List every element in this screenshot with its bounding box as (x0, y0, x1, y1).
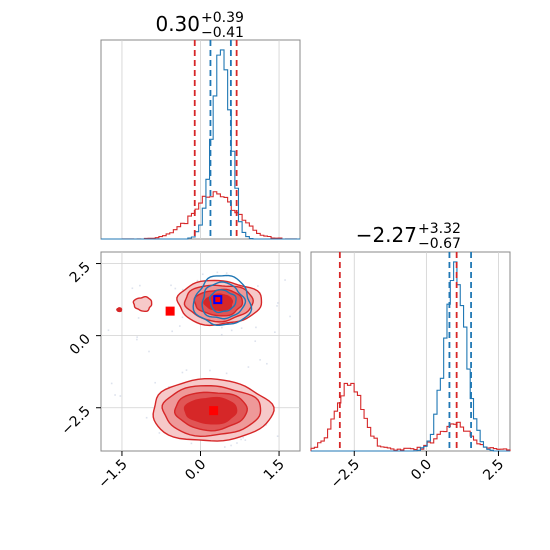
scatter-point (201, 273, 204, 276)
axes-frame-bottom-right (310, 251, 511, 452)
scatter-point (158, 432, 161, 434)
contour-level-blue (192, 274, 253, 327)
title-value-bottom-right: −2.27 (356, 223, 417, 247)
x-tick-label: 0.0 (408, 457, 435, 484)
scatter-point (257, 285, 259, 287)
scatter-point (265, 424, 267, 426)
scatter-point (240, 438, 242, 441)
x-tick-label: 0.0 (182, 457, 209, 484)
markers (165, 295, 223, 416)
panel-top-left: 0.30 +0.39 −0.41 (100, 10, 301, 240)
scatter-point (242, 436, 244, 439)
quantile-lines-top-left (193, 40, 238, 239)
x-ticks-bottom-right: −2.5 0.0 2.5 (328, 451, 507, 492)
histogram-series-1 (101, 49, 300, 240)
scatter-point (225, 272, 228, 274)
scatter-point (174, 287, 177, 290)
scatter-point (181, 371, 184, 374)
scatter-point (171, 330, 173, 333)
scatter-point (168, 386, 170, 388)
scatter-point (236, 442, 238, 444)
scatter-point (131, 287, 134, 290)
marker (215, 297, 221, 303)
y-tick-label: 0.0 (67, 331, 94, 358)
y-tick-label: 2.5 (67, 259, 94, 286)
quantile-lines-bottom-right (338, 252, 472, 451)
title-upper-bottom-right: +3.32 (418, 221, 461, 237)
title-value-top-left: 0.30 (155, 12, 200, 36)
title-upper-top-left: +0.39 (201, 10, 244, 26)
scatter-point (225, 372, 228, 375)
scatter-point (216, 271, 219, 274)
scatter-point (170, 284, 172, 287)
x-tick-label: 1.5 (261, 457, 288, 484)
scatter-point (136, 338, 138, 341)
grid-top-left (121, 40, 280, 239)
scatter-point (181, 288, 184, 291)
scatter-point (224, 446, 226, 448)
scatter-point (259, 359, 261, 361)
contour-level (116, 307, 123, 313)
scatter-point (110, 382, 113, 385)
series-bottom-right (310, 261, 511, 452)
scatter-point (209, 369, 211, 372)
scatter-point (136, 336, 138, 338)
scatter-point (107, 329, 110, 332)
contour-level-blue (209, 289, 237, 314)
marker (165, 306, 175, 316)
scatter-point (154, 381, 156, 384)
scatter-point (137, 317, 140, 319)
scatter-point (139, 284, 141, 287)
title-lower-bottom-right: −0.67 (418, 236, 461, 252)
scatter-point (244, 439, 247, 441)
scatter-point (247, 366, 250, 368)
scatter-point (230, 444, 232, 447)
scatter-point (266, 362, 268, 365)
scatter-point (277, 302, 279, 304)
scatter-point (254, 340, 257, 342)
panel-bottom-right: −2.5 0.0 2.5 −2.27 +3.32 −0.67 (310, 221, 511, 492)
scatter-point (145, 416, 148, 419)
marker (209, 406, 219, 416)
scatter-point (119, 395, 122, 397)
panel-bottom-left: −1.5 0.0 1.5 2.5 0.0 −2.5 (58, 251, 301, 492)
x-tick-label: −1.5 (95, 457, 130, 492)
histogram-series-1 (311, 261, 510, 452)
scatter-point (196, 279, 199, 282)
scatter-point (220, 333, 223, 336)
scatter-point (284, 279, 286, 281)
scatter-point (274, 331, 276, 334)
scatter-point (240, 327, 243, 329)
x-ticks-bottom-left: −1.5 0.0 1.5 (95, 451, 288, 492)
scatter-point (289, 315, 291, 318)
scatter-point (255, 326, 257, 329)
scatter-point (148, 350, 150, 353)
series-top-left (101, 49, 300, 240)
scatter-point (185, 369, 188, 371)
title-lower-top-left: −0.41 (201, 25, 244, 41)
grid-bottom-right (353, 252, 499, 451)
histogram-series-0 (310, 382, 511, 451)
scatter-point (178, 325, 181, 327)
y-ticks-bottom-left: 2.5 0.0 −2.5 (58, 259, 101, 439)
title-top-left: 0.30 (155, 12, 200, 36)
scatter-point (114, 394, 116, 396)
scatter-point (221, 326, 223, 329)
contour-level (132, 295, 153, 313)
scatter-point (276, 435, 279, 438)
y-tick-label: −2.5 (58, 403, 93, 438)
scatter-point (276, 305, 278, 307)
x-tick-label: −2.5 (328, 457, 363, 492)
scatter-point (230, 329, 233, 332)
x-tick-label: 2.5 (480, 457, 507, 484)
scatter-point (181, 316, 184, 319)
scatter-point (190, 442, 193, 445)
contour-level-blue (201, 281, 247, 320)
